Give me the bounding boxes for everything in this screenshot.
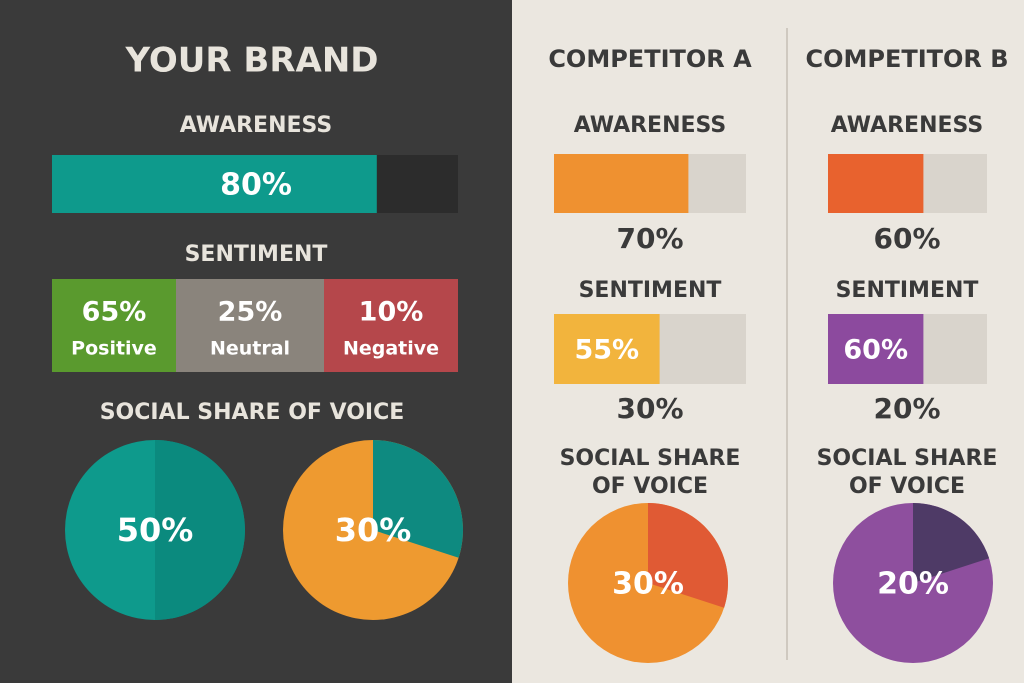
segment-value: 25% <box>218 297 283 328</box>
pie-slice <box>373 440 463 558</box>
section-title: AWARENESS <box>180 113 332 138</box>
bar <box>52 155 377 213</box>
bar <box>828 314 924 384</box>
section-title: SENTIMENT <box>836 278 979 303</box>
section-title: SOCIAL SHARE OF VOICE <box>100 400 405 425</box>
pie-label: 20% <box>877 567 949 602</box>
section-title: SENTIMENT <box>185 242 328 267</box>
segment-name: Positive <box>71 338 157 360</box>
sentiment-segment <box>324 279 458 372</box>
section-title: AWARENESS <box>831 113 983 138</box>
sentiment-note: 20% <box>873 392 940 425</box>
segment-value: 65% <box>82 297 147 328</box>
bar-label: 60% <box>873 222 940 255</box>
bar <box>554 314 660 384</box>
pie-label: 50% <box>117 511 194 549</box>
section-title: SOCIAL SHARE <box>560 446 741 471</box>
segment-value: 10% <box>359 297 424 328</box>
bar <box>828 154 924 213</box>
brand-title: YOUR BRAND <box>124 41 378 81</box>
section-title: SOCIAL SHARE <box>817 446 998 471</box>
section-title: AWARENESS <box>574 113 726 138</box>
competitor-title: COMPETITOR A <box>548 45 752 73</box>
pie-slice <box>155 440 245 620</box>
bar <box>554 154 689 213</box>
pie-slice <box>913 503 990 583</box>
segment-name: Negative <box>343 338 439 360</box>
competitor-title: COMPETITOR B <box>805 45 1008 73</box>
pie-label: 30% <box>612 567 684 602</box>
bar-label: 60% <box>843 335 908 366</box>
sentiment-segment <box>176 279 324 372</box>
segment-name: Neutral <box>210 338 290 360</box>
pie-label: 30% <box>335 511 412 549</box>
section-title: SENTIMENT <box>579 278 722 303</box>
bar-label: 55% <box>574 335 639 366</box>
sentiment-note: 30% <box>616 392 683 425</box>
section-title: OF VOICE <box>592 474 708 499</box>
section-title: OF VOICE <box>849 474 965 499</box>
pie-slice <box>648 503 729 608</box>
bar-label: 80% <box>220 168 292 203</box>
sentiment-segment <box>52 279 176 372</box>
bar-label: 70% <box>616 222 683 255</box>
